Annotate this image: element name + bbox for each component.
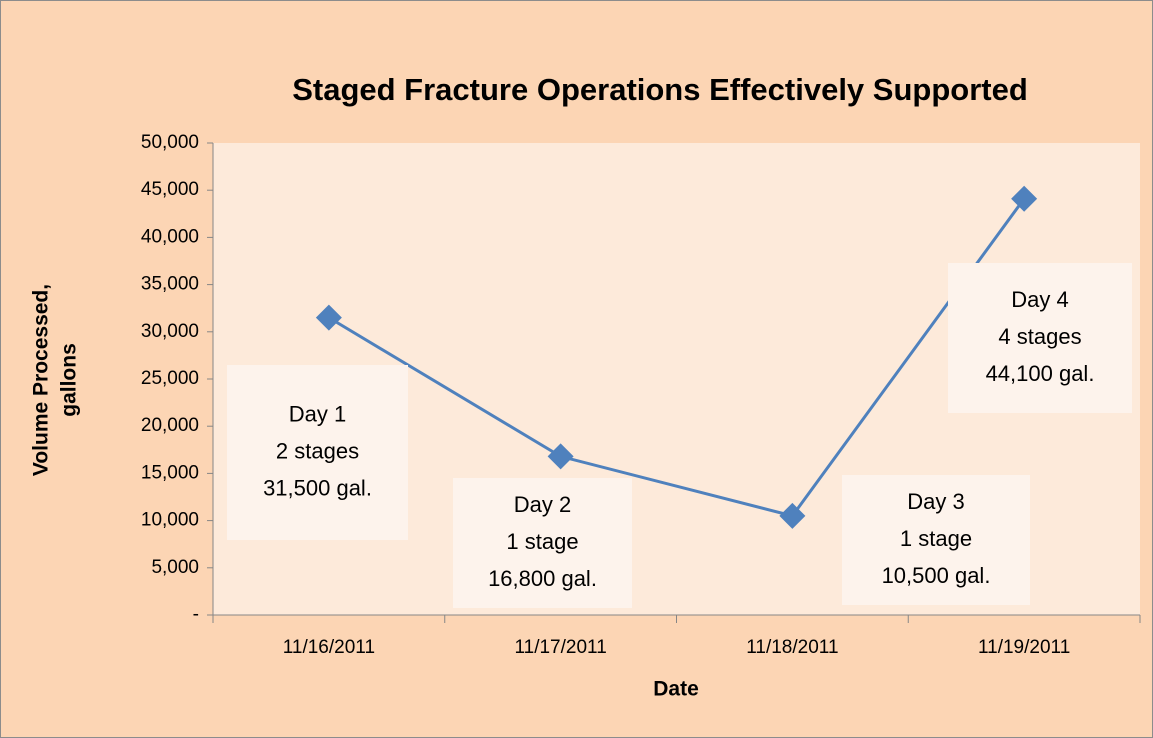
y-tick-label: 45,000 xyxy=(141,179,199,200)
y-axis-label: Volume Processed, gallons xyxy=(30,284,81,476)
annotation-text: Day 4 xyxy=(1011,287,1068,312)
x-tick-label: 11/19/2011 xyxy=(978,637,1070,658)
x-tick-label: 11/18/2011 xyxy=(746,637,838,658)
y-tick-label: - xyxy=(193,604,199,625)
annotation-box xyxy=(453,478,632,608)
annotation-text: Day 3 xyxy=(907,489,964,514)
x-axis-label: Date xyxy=(653,678,699,701)
annotation: Day 2 1 stage 16,800 gal. xyxy=(453,478,632,608)
y-tick-label: 50,000 xyxy=(141,132,199,153)
y-tick-label: 35,000 xyxy=(141,274,199,295)
y-tick-label: 30,000 xyxy=(141,321,199,342)
x-tick-label: 11/16/2011 xyxy=(283,637,375,658)
y-tick-label: 20,000 xyxy=(141,415,199,436)
series-line xyxy=(328,197,1026,518)
y-tick-label: 10,000 xyxy=(141,510,199,531)
annotation-text: 4 stages xyxy=(998,324,1081,349)
y-tick-label: 5,000 xyxy=(151,557,199,578)
marker xyxy=(315,304,342,331)
marker xyxy=(779,502,806,529)
y-axis-label-line: Volume Processed, xyxy=(30,284,53,476)
annotation-text: 44,100 gal. xyxy=(986,361,1095,386)
annotation-text: 31,500 gal. xyxy=(263,475,372,500)
annotation-text: Day 1 xyxy=(289,401,346,426)
annotation-text: 10,500 gal. xyxy=(882,563,991,588)
marker xyxy=(547,443,574,470)
annotation-text: Day 2 xyxy=(514,492,571,517)
annotation-box xyxy=(227,365,408,540)
y-tick-label: 25,000 xyxy=(141,368,199,389)
annotation-box xyxy=(948,263,1132,413)
y-tick-label: 15,000 xyxy=(141,462,199,483)
annotation: Day 1 2 stages 31,500 gal. xyxy=(227,365,408,540)
annotation: Day 4 4 stages 44,100 gal. xyxy=(948,263,1132,413)
annotation-text: 2 stages xyxy=(276,438,359,463)
y-tick-label: 40,000 xyxy=(141,226,199,247)
chart-title: Staged Fracture Operations Effectively S… xyxy=(292,72,1028,107)
annotation: Day 3 1 stage 10,500 gal. xyxy=(842,475,1030,605)
x-tick-label: 11/17/2011 xyxy=(514,637,606,658)
annotation-text: 1 stage xyxy=(506,529,578,554)
annotation-text: 16,800 gal. xyxy=(488,566,597,591)
annotation-box xyxy=(842,475,1030,605)
y-axis-label-line: gallons xyxy=(58,343,81,417)
annotation-text: 1 stage xyxy=(900,526,972,551)
marker xyxy=(1011,185,1038,212)
